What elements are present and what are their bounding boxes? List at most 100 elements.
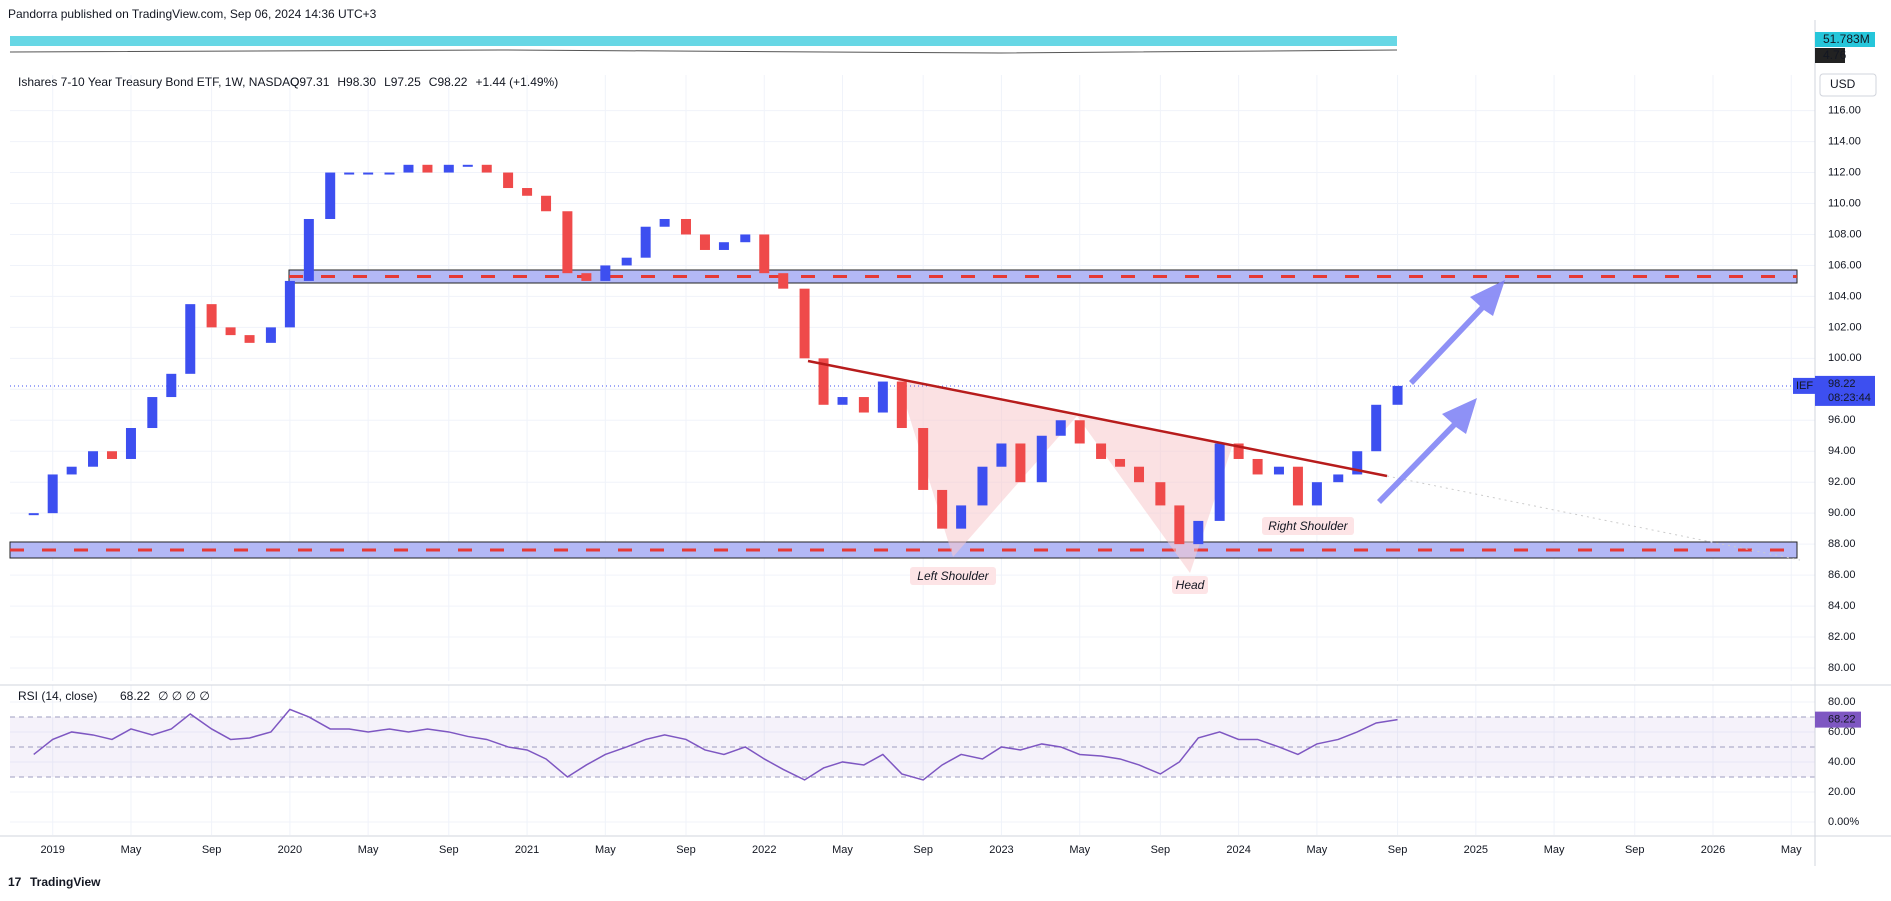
x-tick-label: 2020 <box>278 844 302 856</box>
last-price: 98.22 <box>1828 378 1856 390</box>
y-tick-label: 60.00 <box>1828 726 1856 738</box>
label-bg <box>1262 517 1354 535</box>
x-tick-label: May <box>121 844 142 856</box>
candle <box>522 188 533 196</box>
y-tick-label: 86.00 <box>1828 569 1856 581</box>
candle <box>956 505 967 529</box>
candle <box>640 226 651 258</box>
x-tick-label: 2026 <box>1701 844 1725 856</box>
label-bg <box>1172 576 1208 594</box>
ticker: IEF <box>1796 380 1813 392</box>
candle <box>1115 458 1126 467</box>
candle <box>718 242 729 250</box>
y-tick-label: 92.00 <box>1828 476 1856 488</box>
candle <box>896 381 907 429</box>
candle <box>1015 443 1026 483</box>
candle <box>384 172 395 175</box>
candle <box>1055 420 1066 436</box>
ticker-badge <box>1793 377 1815 394</box>
x-tick-label: Sep <box>439 844 459 856</box>
arrows <box>1377 280 1505 504</box>
x-tick-label: Sep <box>676 844 696 856</box>
candle <box>1155 482 1166 506</box>
volume-badge <box>1815 32 1875 47</box>
neckline <box>807 359 1388 478</box>
candle <box>837 397 848 405</box>
y-tick-label: 114.00 <box>1828 135 1861 147</box>
y-tick-label: 80.00 <box>1828 662 1856 674</box>
candle <box>759 234 770 274</box>
candle <box>244 335 255 343</box>
candle <box>799 288 810 359</box>
grid <box>10 75 1815 835</box>
candle <box>699 234 710 250</box>
y-tick-label: 102.00 <box>1828 321 1862 333</box>
quote-value: +1.44 (+1.49%) <box>475 75 558 89</box>
ma-badge <box>1815 48 1845 63</box>
x-tick-label: Sep <box>913 844 933 856</box>
x-tick-label: May <box>595 844 616 856</box>
candle <box>541 195 552 212</box>
currency-button[interactable] <box>1819 73 1877 97</box>
candle <box>28 513 39 516</box>
currency[interactable]: USD <box>1830 77 1856 91</box>
y-tick-label: 88.00 <box>1828 538 1856 550</box>
x-tick-label: 2024 <box>1226 844 1250 856</box>
candle <box>443 164 454 173</box>
candle <box>1371 404 1382 452</box>
x-tick-label: Sep <box>1625 844 1645 856</box>
candle <box>1392 385 1403 405</box>
candle <box>284 280 295 328</box>
quote-value: H98.30 <box>337 75 376 89</box>
y-tick-label: 100.00 <box>1828 352 1862 364</box>
candle <box>185 304 196 374</box>
x-tick-label: Sep <box>1388 844 1408 856</box>
candle <box>1214 443 1225 521</box>
candle <box>206 304 217 328</box>
y-tick-label: 116.00 <box>1828 105 1861 117</box>
candle <box>740 234 751 243</box>
candle <box>621 257 632 266</box>
x-tick-label: May <box>1781 844 1802 856</box>
x-tick-label: May <box>832 844 853 856</box>
candle <box>47 474 58 514</box>
candle <box>1292 466 1303 506</box>
candle <box>1036 435 1047 483</box>
candle <box>225 327 236 336</box>
candle <box>1352 451 1363 475</box>
candle <box>1252 458 1263 475</box>
volume-value: 51.783M <box>1823 32 1870 46</box>
candle <box>303 218 314 281</box>
label-bg <box>910 567 996 585</box>
rsi-line <box>33 708 1398 781</box>
candle <box>996 443 1007 467</box>
x-tick-label: Sep <box>1151 844 1171 856</box>
candle <box>659 218 670 227</box>
y-tick-label: 20.00 <box>1828 786 1856 798</box>
candle <box>125 428 136 459</box>
x-tick-label: May <box>1544 844 1565 856</box>
volume-strip <box>10 36 1397 46</box>
x-tick-label: 2021 <box>515 844 539 856</box>
y-tick-label: 0.00% <box>1828 816 1859 828</box>
candle <box>462 164 473 167</box>
candle <box>66 466 77 475</box>
candle <box>88 451 99 467</box>
x-tick-label: May <box>1307 844 1328 856</box>
x-tick-label: Sep <box>202 844 222 856</box>
candle <box>858 397 869 413</box>
candle <box>166 373 177 398</box>
candle <box>600 265 611 281</box>
projection <box>1386 475 1801 561</box>
candle <box>778 273 789 289</box>
quote-value: C98.22 <box>429 75 468 89</box>
candle <box>363 172 374 175</box>
rsi-extra: ∅ ∅ ∅ ∅ <box>158 689 210 703</box>
candle <box>1273 466 1284 475</box>
rsi-last: 68.22 <box>1828 714 1856 726</box>
candle <box>344 172 355 175</box>
candle <box>147 397 158 429</box>
rsi-title: RSI (14, close) <box>18 689 97 703</box>
quote-value: L97.25 <box>384 75 421 89</box>
candle <box>1096 443 1107 459</box>
